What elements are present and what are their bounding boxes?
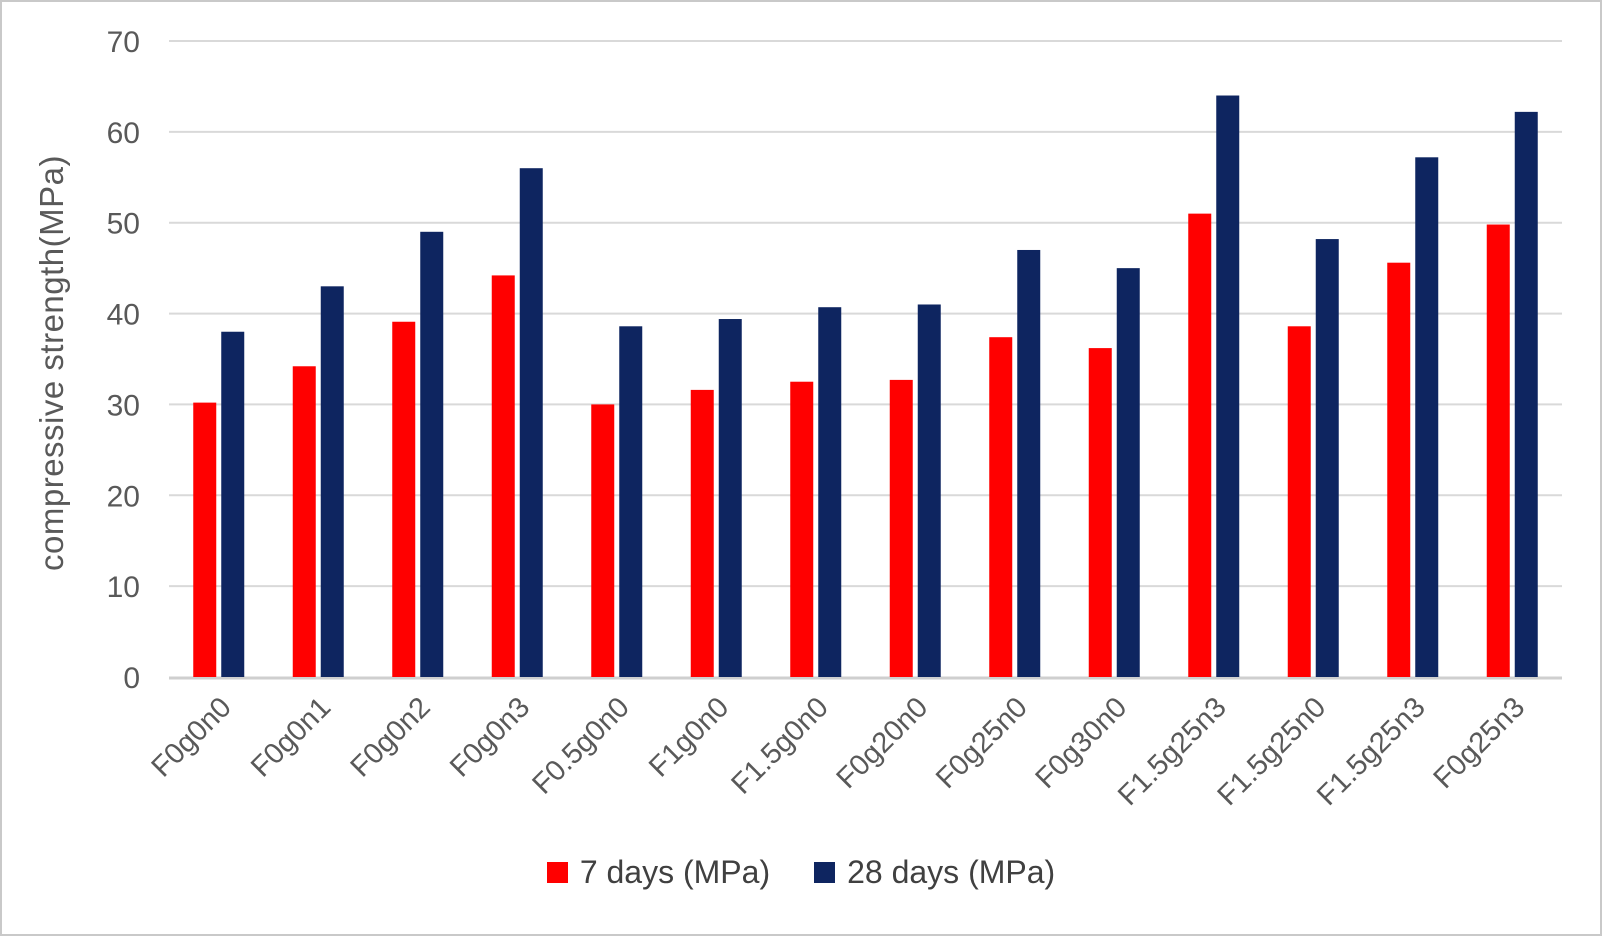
bar-series0-F0g30n0 bbox=[1088, 348, 1112, 677]
y-tick-label: 40 bbox=[107, 299, 140, 332]
y-tick-label: 10 bbox=[107, 571, 140, 604]
x-category-label: F0g20n0 bbox=[831, 691, 935, 795]
bar-series1-F1.5g0n0 bbox=[818, 307, 842, 677]
y-tick-label: 30 bbox=[107, 389, 140, 422]
x-category-label: F0.5g0n0 bbox=[526, 691, 635, 800]
bar-series0-F0g20n0 bbox=[889, 379, 913, 677]
legend-swatch-7-days-icon bbox=[546, 862, 568, 883]
bar-series1-F0.5g0n0 bbox=[619, 326, 643, 677]
bar-series0-F1.5g25n0 bbox=[1287, 326, 1311, 677]
y-axis-title: compressive strength(MPa) bbox=[33, 155, 70, 571]
legend-item-28-days: 28 days (MPa) bbox=[814, 854, 1055, 891]
bar-series0-F0g25n0 bbox=[989, 337, 1013, 677]
bar-series0-F1.5g25n3 bbox=[1387, 262, 1411, 677]
bar-series1-F0g0n0 bbox=[221, 331, 245, 677]
bar-series1-F0g20n0 bbox=[917, 304, 941, 677]
bar-series1-F1.5g25n0 bbox=[1315, 239, 1339, 677]
x-category-label: F0g0n1 bbox=[245, 691, 337, 783]
bar-series0-F0.5g0n0 bbox=[591, 404, 615, 677]
bar-series0-F0g25n3 bbox=[1486, 224, 1510, 677]
legend-label-28-days: 28 days (MPa) bbox=[847, 854, 1056, 890]
bar-series1-F0g25n0 bbox=[1017, 249, 1041, 677]
x-category-label: F0g0n3 bbox=[444, 691, 536, 783]
x-category-label: F0g30n0 bbox=[1030, 691, 1134, 795]
x-category-label: F0g0n0 bbox=[146, 691, 238, 783]
x-category-label: F1g0n0 bbox=[643, 691, 735, 783]
bar-series0-F1g0n0 bbox=[690, 389, 714, 677]
y-tick-label: 60 bbox=[107, 117, 140, 150]
bar-series1-F0g0n1 bbox=[320, 286, 344, 677]
bar-series0-F0g0n1 bbox=[292, 366, 316, 677]
bar-series0-F0g0n3 bbox=[491, 275, 515, 677]
x-category-label: F1.5g25n3 bbox=[1311, 691, 1432, 812]
legend: 7 days (MPa) 28 days (MPa) bbox=[2, 854, 1600, 891]
legend-swatch-28-days-icon bbox=[814, 862, 836, 883]
bar-series1-F0g0n2 bbox=[420, 231, 444, 678]
bar-series1-F0g30n0 bbox=[1116, 268, 1140, 677]
legend-label-7-days: 7 days (MPa) bbox=[579, 854, 771, 890]
x-category-label: F0g25n3 bbox=[1428, 691, 1532, 795]
legend-item-7-days: 7 days (MPa) bbox=[546, 854, 771, 891]
bar-series0-F1.5g25n3 bbox=[1188, 213, 1212, 677]
x-category-label: F0g0n2 bbox=[345, 691, 437, 783]
y-tick-label: 50 bbox=[107, 208, 140, 241]
y-tick-label: 70 bbox=[107, 26, 140, 59]
bar-series0-F1.5g0n0 bbox=[790, 381, 814, 677]
y-tick-label: 20 bbox=[107, 480, 140, 513]
x-category-label: F1.5g25n0 bbox=[1212, 691, 1333, 812]
bar-series0-F0g0n2 bbox=[392, 321, 416, 677]
bar-series1-F1g0n0 bbox=[718, 319, 742, 677]
x-category-label: F1.5g25n3 bbox=[1112, 691, 1233, 812]
x-category-label: F1.5g0n0 bbox=[725, 691, 834, 800]
bar-series1-F1.5g25n3 bbox=[1415, 157, 1439, 678]
bar-series0-F0g0n0 bbox=[193, 402, 217, 677]
y-tick-label: 0 bbox=[123, 662, 140, 695]
bar-series1-F0g25n3 bbox=[1514, 111, 1538, 677]
bar-series1-F1.5g25n3 bbox=[1216, 95, 1240, 677]
x-category-label: F0g25n0 bbox=[930, 691, 1034, 795]
bar-series1-F0g0n3 bbox=[519, 168, 543, 677]
